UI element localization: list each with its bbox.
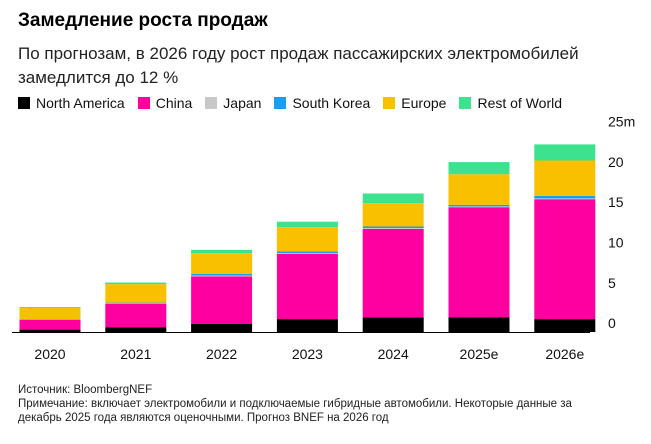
bar-segment-rest-of-world <box>276 221 338 228</box>
bar-segment-europe <box>276 227 338 252</box>
bars-group <box>19 144 596 332</box>
y-tick-label: 5 <box>608 275 616 291</box>
legend-item: Europe <box>383 95 446 111</box>
bar-segment-china <box>19 319 81 330</box>
bar-segment-south-korea <box>276 251 338 254</box>
chart-subtitle: По прогнозам, в 2026 году рост продаж па… <box>18 44 579 87</box>
bar-segment-china <box>362 229 424 318</box>
bar-segment-europe <box>19 307 81 320</box>
bar-segment-rest-of-world <box>105 282 167 285</box>
bar-segment-rest-of-world <box>534 144 596 161</box>
legend-label: China <box>155 95 193 111</box>
bar-segment-europe <box>534 160 596 196</box>
x-axis-ticks: 2020 2021 2022 2023 2024 2025e 2026e <box>34 346 584 360</box>
bar-segment-japan <box>362 228 424 229</box>
bar-segment-japan <box>448 206 510 208</box>
note-text: Примечание: включает электромобили и под… <box>18 398 572 424</box>
y-axis-ticks: 0 5 10 15 20 25m <box>608 114 635 331</box>
bar-segment-europe <box>191 253 253 274</box>
y-tick-label: 20 <box>608 154 624 170</box>
x-tick-label: 2022 <box>206 346 237 360</box>
bar-segment-south-korea <box>362 226 424 229</box>
bar-segment-north-america <box>191 323 253 332</box>
bar-segment-rest-of-world <box>362 193 424 204</box>
legend-label: Rest of World <box>477 95 562 111</box>
bar-segment-south-korea <box>19 319 81 320</box>
bar-segment-north-america <box>362 317 424 332</box>
legend-item: China <box>137 95 193 111</box>
x-tick-label: 2024 <box>378 346 409 360</box>
legend-label: North America <box>36 95 125 111</box>
legend-swatch <box>18 97 30 109</box>
bar-segment-south-korea <box>534 196 596 199</box>
x-tick-label: 2021 <box>120 346 151 360</box>
legend-label: South Korea <box>292 95 371 111</box>
bar-segment-north-america <box>448 317 510 332</box>
bar-segment-china <box>191 276 253 324</box>
x-tick-label: 2020 <box>34 346 65 360</box>
bar-segment-china <box>448 207 510 318</box>
legend-item: Rest of World <box>459 95 562 111</box>
legend-swatch <box>383 97 396 109</box>
bar-segment-south-korea <box>448 204 510 207</box>
bar-segment-japan <box>534 198 596 200</box>
bar-segment-china <box>534 199 596 320</box>
legend-swatch <box>274 97 287 109</box>
y-tick-label: 0 <box>608 315 616 331</box>
y-tick-label: 15 <box>608 194 624 210</box>
legend-item: Japan <box>205 95 261 111</box>
legend-label: Japan <box>223 95 262 111</box>
chart-title: Замедление роста продаж <box>18 10 268 31</box>
bar-segment-rest-of-world <box>191 249 253 254</box>
legend-swatch <box>459 97 472 109</box>
bar-segment-north-america <box>105 327 167 332</box>
bar-segment-rest-of-world <box>19 307 81 308</box>
bar-segment-rest-of-world <box>448 162 510 175</box>
y-tick-label: 10 <box>608 235 624 251</box>
legend-swatch <box>137 97 150 109</box>
bar-segment-japan <box>276 253 338 254</box>
chart-legend: North America China Japan South Korea Europe… <box>18 95 575 111</box>
source-text: Источник: BloombergNEF <box>18 384 153 396</box>
bar-segment-south-korea <box>105 302 167 304</box>
bar-segment-europe <box>105 284 167 303</box>
bar-segment-north-america <box>534 319 596 332</box>
chart-footer: Источник: BloombergNEF Примечание: включ… <box>18 383 618 425</box>
legend-swatch <box>205 97 218 109</box>
x-tick-label: 2026e <box>545 346 584 360</box>
bar-segment-europe <box>448 174 510 205</box>
bar-segment-china <box>105 303 167 328</box>
y-tick-label: 25m <box>608 114 635 130</box>
x-tick-label: 2025e <box>460 346 499 360</box>
legend-label: Europe <box>401 95 447 111</box>
legend-item: North America <box>18 95 125 111</box>
bar-segment-north-america <box>276 319 338 332</box>
bar-segment-japan <box>191 275 253 277</box>
bar-segment-north-america <box>19 329 81 332</box>
bar-segment-china <box>276 253 338 320</box>
legend-item: South Korea <box>274 95 370 111</box>
x-tick-label: 2023 <box>292 346 323 360</box>
bar-segment-europe <box>362 203 424 227</box>
bar-segment-south-korea <box>191 274 253 276</box>
